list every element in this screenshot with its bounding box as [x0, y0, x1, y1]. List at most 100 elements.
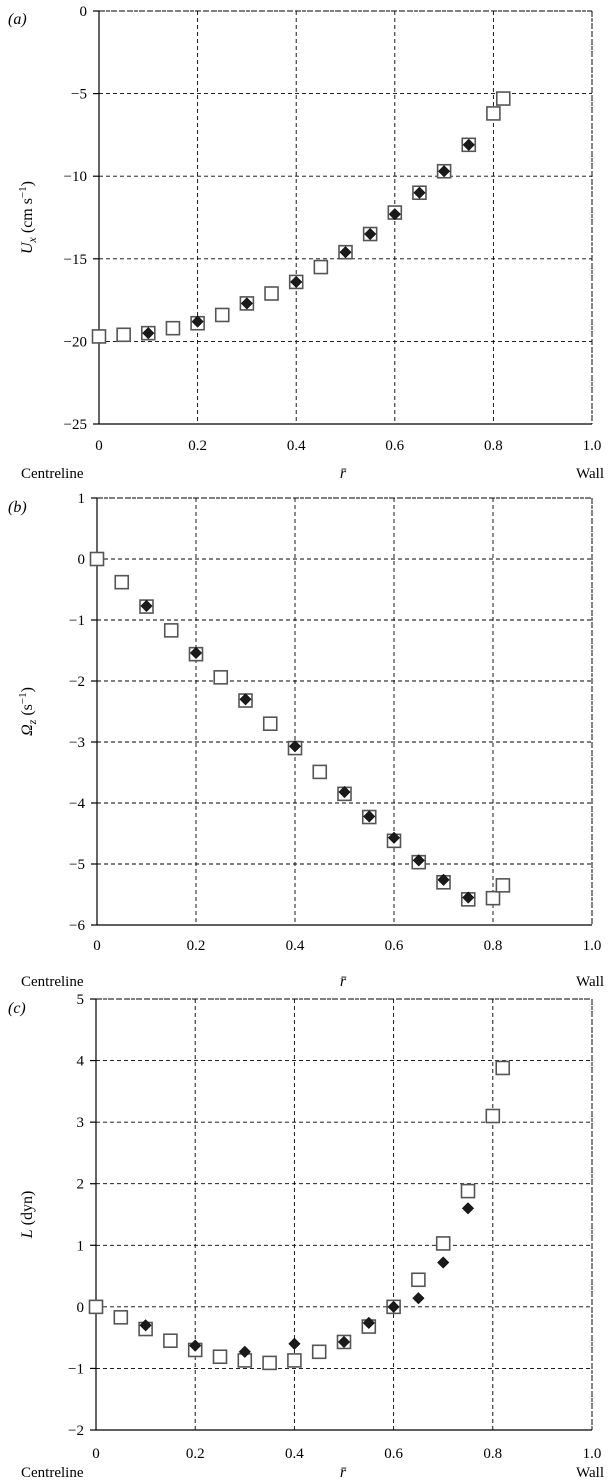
x-tick-label: 0.8	[483, 1446, 502, 1462]
y-tick-label: −5	[71, 87, 87, 103]
data-point-diamond	[388, 208, 401, 221]
data-point-square	[486, 106, 501, 121]
data-point-diamond	[191, 315, 204, 328]
data-point-square	[485, 1108, 501, 1124]
x-tick-label: 0	[92, 1446, 100, 1462]
data-point-square	[116, 327, 131, 343]
data-point-square	[165, 320, 181, 336]
panel-label: (a)	[8, 11, 27, 28]
data-point-square	[485, 890, 501, 906]
data-point-diamond	[339, 246, 352, 259]
x-tick-label: 0.8	[484, 938, 503, 954]
data-point-diamond	[462, 891, 475, 904]
x-tick-label: 0.6	[385, 438, 404, 454]
data-point-diamond	[338, 785, 351, 799]
data-point-square	[163, 1333, 178, 1349]
data-point-square	[91, 329, 107, 344]
data-point-diamond	[189, 1339, 202, 1352]
x-tick-label: 0	[95, 438, 103, 454]
data-point-diamond	[387, 1300, 400, 1314]
y-tick-label: −4	[69, 796, 85, 812]
data-point-diamond	[142, 326, 155, 340]
data-point-diamond	[437, 165, 451, 178]
data-point-diamond	[363, 810, 376, 823]
data-point-diamond	[363, 227, 377, 241]
data-point-square	[495, 91, 511, 106]
data-point-diamond	[337, 1335, 351, 1349]
data-point-diamond	[189, 646, 203, 660]
data-point-square	[214, 307, 230, 323]
data-point-square	[411, 1272, 426, 1288]
data-point-diamond	[387, 831, 401, 844]
data-point-square	[163, 623, 179, 638]
data-point-square	[287, 1353, 302, 1368]
x-tick-label: 0.8	[484, 438, 503, 454]
y-tick-label: −1	[69, 613, 85, 629]
data-point-square	[312, 764, 328, 780]
x-tick-label: 1.0	[583, 438, 602, 454]
data-point-diamond	[412, 854, 425, 867]
data-point-square	[212, 1349, 228, 1365]
x-tick-label: 0.6	[384, 1446, 403, 1462]
data-point-diamond	[412, 1292, 425, 1305]
x-tick-label: 0.2	[188, 438, 207, 454]
x-right-text: Wall	[576, 1465, 604, 1481]
y-axis-label: L (dyn)	[19, 1191, 36, 1240]
y-tick-label: −25	[64, 417, 87, 433]
data-point-diamond	[288, 740, 302, 753]
y-tick-label: −20	[64, 334, 87, 350]
x-left-text: Centreline	[21, 466, 84, 482]
panel-label: (c)	[8, 1000, 26, 1017]
y-tick-label: 0	[77, 1300, 85, 1316]
y-tick-label: 5	[77, 992, 85, 1008]
y-tick-label: −15	[64, 252, 87, 268]
data-point-square	[435, 1236, 451, 1251]
data-point-square	[88, 1299, 104, 1315]
data-point-diamond	[437, 1256, 450, 1269]
panel-c: 5 4 3 2 1 0 −1 −2 0 0.2 0.4 0.6 0.8 1.0 Centreline Wall…	[8, 992, 604, 1481]
data-point-square	[460, 1183, 476, 1199]
data-point-diamond	[288, 1337, 301, 1350]
data-point-diamond	[461, 1202, 475, 1215]
y-tick-label: −5	[69, 857, 85, 873]
y-tick-label: 1	[78, 491, 86, 507]
data-point-square	[113, 1310, 129, 1325]
data-point-diamond	[240, 297, 254, 310]
y-tick-label: 3	[77, 1115, 85, 1131]
x-tick-label: 0.4	[287, 438, 306, 454]
x-tick-label: 0.2	[186, 1446, 205, 1462]
data-point-diamond	[290, 275, 303, 289]
data-point-diamond	[238, 1345, 251, 1358]
x-tick-label: 1.0	[583, 938, 602, 954]
y-tick-label: −1	[68, 1361, 84, 1377]
x-tick-label: 0.4	[286, 938, 305, 954]
data-point-diamond	[437, 873, 450, 887]
x-right-text: Wall	[576, 466, 604, 482]
x-tick-label: 0.4	[285, 1446, 304, 1462]
x-axis-label: r̄	[340, 465, 347, 482]
data-point-square	[311, 1344, 327, 1360]
data-point-square	[114, 574, 130, 590]
data-point-square	[262, 716, 278, 732]
y-tick-label: −3	[69, 735, 85, 751]
data-point-square	[495, 1060, 511, 1076]
y-tick-label: 4	[77, 1054, 85, 1070]
data-point-diamond	[139, 1319, 152, 1332]
data-point-diamond	[362, 1316, 375, 1330]
y-tick-label: 2	[77, 1177, 85, 1193]
panel-a: 0 −5 −10 −15 −20 −25 0 0.2 0.4 0.6 0.8 1.0 Centrelin…	[8, 4, 604, 482]
y-axis-label: Ux (cm s−1)	[17, 181, 39, 254]
y-tick-label: 0	[78, 552, 86, 568]
panel-label: (b)	[8, 499, 27, 516]
x-tick-label: 0	[93, 938, 101, 954]
data-point-square	[495, 878, 511, 893]
data-point-diamond	[140, 599, 153, 613]
data-point-diamond	[413, 186, 426, 199]
x-left-text: Centreline	[21, 1465, 84, 1481]
x-right-text: Wall	[576, 974, 604, 990]
data-point-square	[262, 1355, 277, 1371]
x-tick-label: 1.0	[583, 1446, 602, 1462]
y-tick-label: 0	[80, 4, 88, 20]
data-point-square	[313, 259, 329, 275]
